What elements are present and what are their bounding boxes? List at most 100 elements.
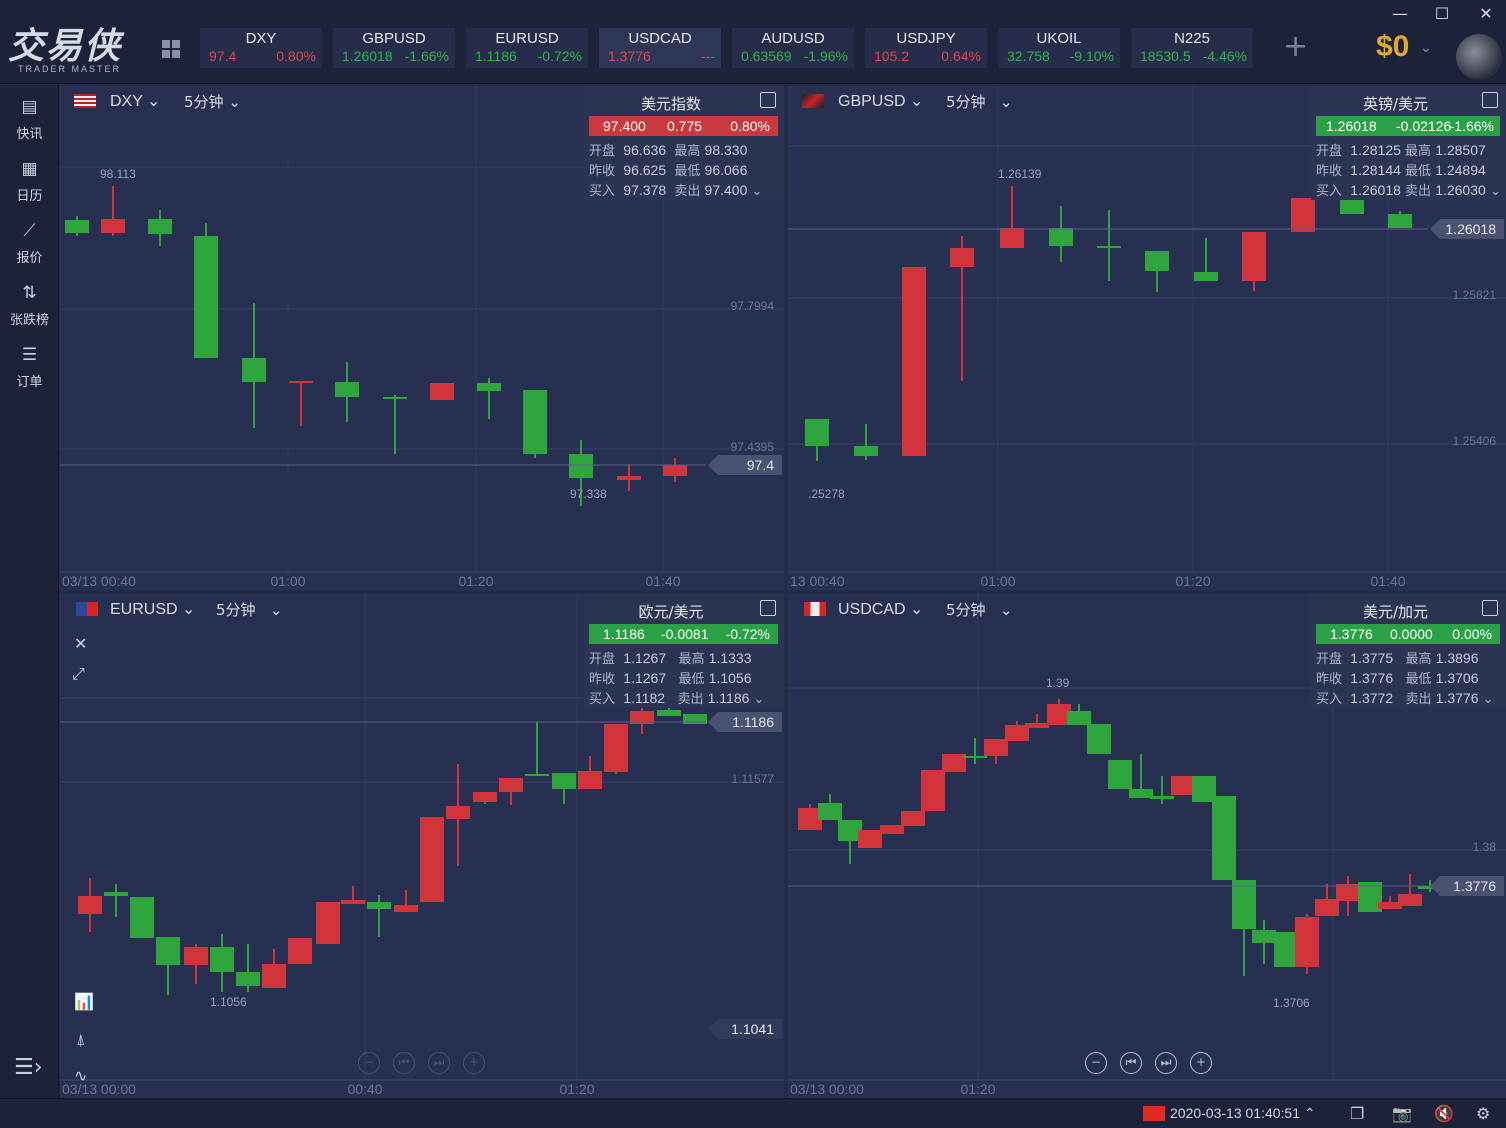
wave-icon[interactable]: ∿ [74,1066,88,1085]
ticker-tab-dxy[interactable]: DXY 97.4 0.80% [200,28,322,68]
symbol-selector[interactable]: GBPUSD ⌄ [838,93,924,110]
x-tick-label: 03/13 00:00 [62,1081,136,1097]
close-icon[interactable]: ✕ [74,634,88,653]
sidebar-item-label: 张跌榜 [9,313,49,328]
sidebar-item-calendar[interactable]: ▦ 日历 [0,159,59,204]
chevron-down-icon[interactable]: ⌄ [751,184,763,199]
ticker-tab-usdcad[interactable]: USDCAD 1.3776 --- [599,28,721,68]
sidebar-item-news[interactable]: ▤ 快讯 [0,97,59,142]
rewind-button[interactable]: ⏮ [1120,1052,1142,1074]
symbol-selector[interactable]: USDCAD ⌄ [838,601,924,618]
candle-body [1108,760,1132,789]
forward-button[interactable]: ⏭ [428,1052,450,1074]
candle-body [210,947,234,972]
last-price-box [708,712,782,732]
y-tick-label: 1.11577 [732,772,775,786]
price-annotation: 1.39 [1046,676,1070,690]
window-icon[interactable]: ❐ [1350,1104,1365,1123]
chevron-down-icon[interactable]: ⌄ [1482,692,1494,707]
layout-grid-icon[interactable] [162,40,180,58]
quote-row-prev-low: 昨收 1.3776 最低 1.3706 [1316,670,1479,687]
minimize-icon[interactable]: — [1392,4,1408,23]
low-price-label: 1.1041 [731,1021,774,1037]
ticker-tab-audusd[interactable]: AUDUSD 0.63569 -1.96% [732,28,854,68]
ticker-tab-ukoil[interactable]: UKOIL 32.758 -9.10% [998,28,1120,68]
menu-icon[interactable]: ☰› [14,1055,43,1080]
quote-pct: -1.66% [1449,118,1494,134]
candle-body [477,383,501,391]
candle-body [552,773,576,789]
ticker-symbol: UKOIL [1036,30,1082,47]
fullscreen-icon[interactable]: ⤢ [72,664,85,683]
ticker-tab-eurusd[interactable]: EURUSD 1.1186 -0.72% [466,28,588,68]
mute-icon[interactable]: 🔇 [1434,1104,1454,1123]
candle-body [1291,198,1315,232]
quote-row-buy-sell: 买入 1.1182 卖出 1.1186 ⌄ [589,690,765,707]
candle-body [1242,232,1266,281]
timeframe-selector[interactable]: 5分钟 ⌄ [184,93,241,111]
zoom-in-button[interactable]: + [1190,1052,1212,1074]
sidebar-item-movers[interactable]: ⇅ 张跌榜 [0,283,59,328]
candle-body [604,724,628,772]
candle-body [1005,725,1029,741]
x-tick-label: 01:20 [1175,573,1210,589]
expand-quote-icon[interactable] [1482,92,1498,108]
ticker-change: 0.80% [276,48,316,64]
sidebar-item-orders[interactable]: ☰ 订单 [0,345,59,390]
symbol-name: EURUSD [110,601,178,618]
candle-body [383,397,407,399]
candle-body [921,770,945,811]
expand-quote-icon[interactable] [760,600,776,616]
candle-body [262,964,286,988]
candle-body [950,248,974,267]
forward-button[interactable]: ⏭ [1155,1052,1177,1074]
candle-body [236,972,260,986]
quote-title: 美元指数 [640,95,701,113]
symbol-selector[interactable]: EURUSD ⌄ [110,601,196,618]
draw-tool-icon[interactable]: ⍋ [76,1030,86,1049]
logo-text: 交易侠 [8,25,123,67]
settings-gear-icon[interactable]: ⚙ [1476,1104,1491,1123]
ticker-tab-usdjpy[interactable]: USDJPY 105.2 0.64% [865,28,987,68]
chevron-down-icon[interactable]: ⌄ [1489,184,1501,199]
y-tick-label: 1.38 [1473,840,1497,854]
ticker-tab-n225[interactable]: N225 18530.5 -4.46% [1131,28,1253,68]
ticker-symbol: EURUSD [495,30,559,47]
expand-quote-icon[interactable] [1482,600,1498,616]
candle-body [65,220,89,233]
ticker-symbol: USDCAD [628,30,692,47]
avatar[interactable] [1456,34,1502,80]
ticker-tab-gbpusd[interactable]: GBPUSD 1.26018 -1.66% [333,28,455,68]
status-datetime[interactable]: 2020-03-13 01:40:51 ⌃ [1170,1105,1316,1121]
zoom-in-button[interactable]: + [463,1052,485,1074]
price-annotation: 97.338 [570,487,607,501]
candle-body [1232,880,1256,929]
chevron-down-icon[interactable]: ⌄ [1420,40,1432,56]
camera-icon[interactable]: 📷 [1392,1104,1412,1123]
ticker-change: 0.64% [941,48,981,64]
candle-body [798,808,822,830]
close-icon[interactable]: ✕ [1479,4,1493,23]
add-ticker-icon[interactable]: + [1283,29,1309,64]
x-tick-label: 13 00:40 [790,573,845,589]
x-tick-label: 03/13 00:00 [790,1081,864,1097]
calendar-icon: ▦ [21,159,38,179]
symbol-selector[interactable]: DXY ⌄ [110,93,161,110]
timeframe-selector[interactable]: 5分钟 ⌄ [216,601,283,619]
expand-quote-icon[interactable] [760,92,776,108]
sidebar-item-quotes[interactable]: ⟋ 报价 [0,221,59,266]
timeframe-selector[interactable]: 5分钟 ⌄ [946,93,1013,111]
timeframe-selector[interactable]: 5分钟 ⌄ [946,601,1013,619]
account-balance[interactable]: $0 [1376,30,1410,63]
zoom-out-button[interactable]: − [1085,1052,1107,1074]
chevron-down-icon[interactable]: ⌄ [753,692,765,707]
indicator-icon[interactable]: 📊 [74,992,94,1011]
zoom-out-button[interactable]: − [358,1052,380,1074]
rewind-button[interactable]: ⏮ [393,1052,415,1074]
maximize-icon[interactable]: ☐ [1434,4,1450,23]
